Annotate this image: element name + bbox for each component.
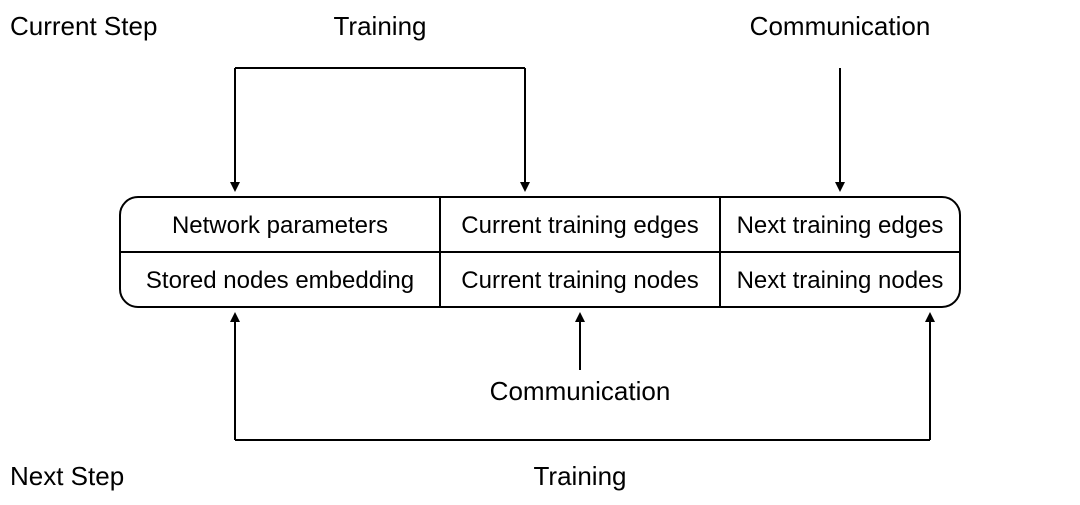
cell-r0c0: Network parameters [172, 212, 388, 239]
label-communication-top: Communication [750, 11, 931, 41]
cell-r1c1: Current training nodes [461, 267, 698, 294]
label-next-step: Next Step [10, 461, 124, 491]
diagram-canvas: Current Step Training Communication Netw… [0, 0, 1080, 505]
label-training-top: Training [334, 11, 427, 41]
cell-r0c1: Current training edges [461, 212, 698, 239]
cell-r0c2: Next training edges [737, 212, 944, 239]
cell-r1c2: Next training nodes [737, 267, 944, 294]
top-training-bracket [235, 68, 525, 190]
label-training-bottom: Training [534, 461, 627, 491]
label-communication-bottom: Communication [490, 376, 671, 406]
label-current-step: Current Step [10, 11, 157, 41]
cell-r1c0: Stored nodes embedding [146, 267, 414, 294]
